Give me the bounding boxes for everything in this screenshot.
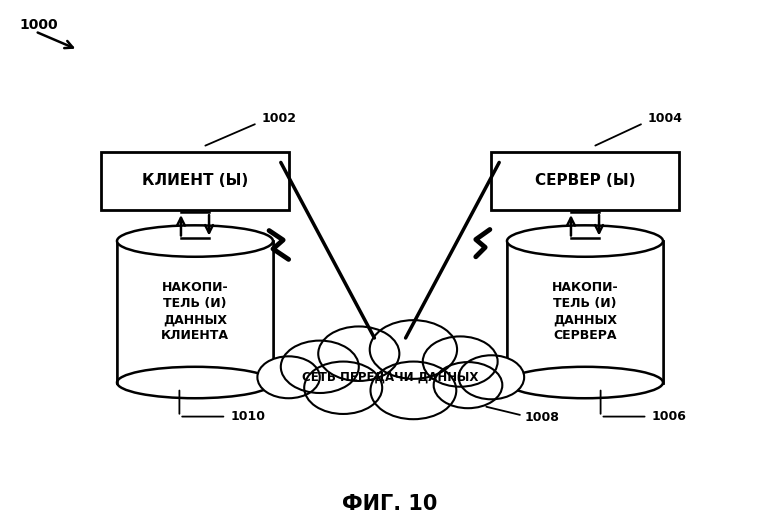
Bar [101,152,289,210]
Text: ФИГ. 10: ФИГ. 10 [342,494,438,514]
Text: 1006: 1006 [651,410,686,423]
Bar [491,152,679,210]
Circle shape [318,326,399,381]
Text: 1002: 1002 [261,113,296,125]
Ellipse shape [117,225,273,257]
Text: НАКОПИ-
ТЕЛЬ (И)
ДАННЫХ
СЕРВЕРА: НАКОПИ- ТЕЛЬ (И) ДАННЫХ СЕРВЕРА [551,281,619,342]
Text: 1010: 1010 [230,410,265,423]
Ellipse shape [117,367,273,398]
Bar [117,241,273,383]
Text: СЕТЬ ПЕРЕДАЧИ ДАННЫХ: СЕТЬ ПЕРЕДАЧИ ДАННЫХ [302,371,478,384]
Circle shape [257,356,320,398]
Text: 1000: 1000 [20,18,58,32]
Bar [507,241,663,383]
Ellipse shape [507,367,663,398]
Text: НАКОПИ-
ТЕЛЬ (И)
ДАННЫХ
КЛИЕНТА: НАКОПИ- ТЕЛЬ (И) ДАННЫХ КЛИЕНТА [161,281,229,342]
Circle shape [370,320,457,379]
Text: КЛИЕНТ (Ы): КЛИЕНТ (Ы) [142,173,248,188]
Text: СЕРВЕР (Ы): СЕРВЕР (Ы) [535,173,635,188]
Circle shape [434,362,502,408]
Circle shape [370,362,456,419]
Ellipse shape [507,225,663,257]
Circle shape [281,341,359,393]
Circle shape [304,362,382,414]
Circle shape [423,336,498,387]
Circle shape [459,355,524,399]
Text: 1004: 1004 [647,113,682,125]
Text: 1008: 1008 [524,411,559,424]
